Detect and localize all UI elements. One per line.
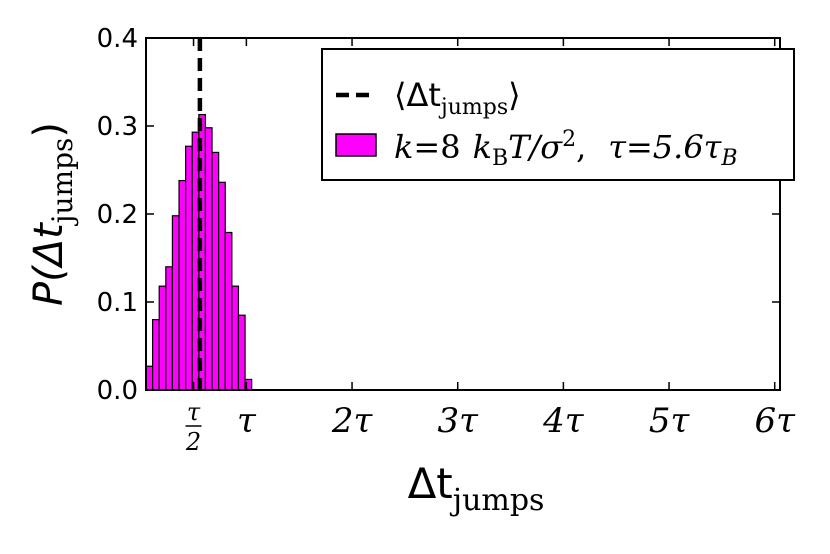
x-tick-label: 3τ (437, 401, 479, 441)
x-axis-label-base: Δt (408, 459, 453, 508)
y-tick-label: 0.3 (97, 112, 138, 142)
y-axis-ticks: 0.0 0.1 0.2 0.3 0.4 (97, 24, 780, 406)
histogram-bar (224, 231, 233, 391)
legend-comma: , (576, 128, 586, 166)
y-tick-label: 0.2 (97, 200, 138, 230)
histogram-bar (165, 266, 174, 391)
legend-k-eq: =8 (413, 128, 460, 166)
y-axis-label-suffix: ) (26, 122, 72, 138)
histogram-bar (171, 215, 180, 391)
x-axis-ticks: τ2τ 2τ 3τ 4τ 5τ 6τ (185, 38, 796, 456)
legend-mean-label: ⟨Δtjumps⟩ (394, 76, 521, 120)
legend-sigma-sup: 2 (562, 127, 576, 152)
legend-k: k (394, 128, 413, 166)
legend-mean-close: ⟩ (508, 76, 520, 114)
legend-box (321, 48, 795, 181)
y-tick-label: 0.4 (97, 24, 138, 54)
legend-mean-open: ⟨ (394, 76, 406, 114)
legend-tau: τ (608, 128, 627, 166)
histogram-bar (185, 145, 193, 391)
legend-slash-sigma: /σ (526, 128, 563, 166)
x-axis-label: Δtjumps (408, 459, 545, 518)
histogram-bar (158, 285, 167, 391)
histogram-bar (178, 179, 187, 391)
legend-kb: k (473, 128, 492, 166)
x-tick-label: 2τ (331, 401, 374, 441)
y-tick-label: 0.1 (97, 288, 138, 318)
legend: ⟨Δtjumps⟩ k=8 kBT/σ2, τ=5.6τB (321, 48, 795, 181)
x-tick-label: 6τ (754, 401, 796, 441)
histogram-bar (237, 314, 246, 391)
legend-tau-eq: =5.6τ (626, 128, 723, 166)
legend-temperature: T (508, 128, 532, 166)
legend-tau-sub: B (720, 146, 737, 171)
histogram-bar (204, 127, 213, 391)
y-axis-label-prefix: P(Δt (26, 222, 72, 306)
histogram-bar (152, 319, 160, 391)
y-tick-label: 0.0 (97, 376, 138, 406)
histogram-bar (231, 285, 240, 391)
legend-mean-sub: jumps (438, 95, 508, 120)
legend-hist-swatch (335, 133, 377, 157)
legend-kb-sub: B (492, 146, 508, 171)
histogram-bar (218, 181, 226, 391)
x-tick-label: 5τ (649, 401, 691, 441)
x-tick-label: 4τ (542, 401, 585, 441)
x-axis-label-sub: jumps (450, 483, 545, 518)
x-tick-label-denominator: 2 (185, 428, 201, 456)
x-tick-label-numerator: τ (187, 398, 201, 426)
x-tick-label: τ (237, 401, 257, 441)
legend-hist-label: k=8 kBT/σ2, τ=5.6τB (394, 127, 738, 171)
y-axis-label-sub: jumps (46, 138, 79, 227)
histogram-bar (211, 151, 220, 391)
legend-mean-base: Δt (406, 76, 440, 114)
y-axis-label: P(Δtjumps) (26, 122, 79, 306)
